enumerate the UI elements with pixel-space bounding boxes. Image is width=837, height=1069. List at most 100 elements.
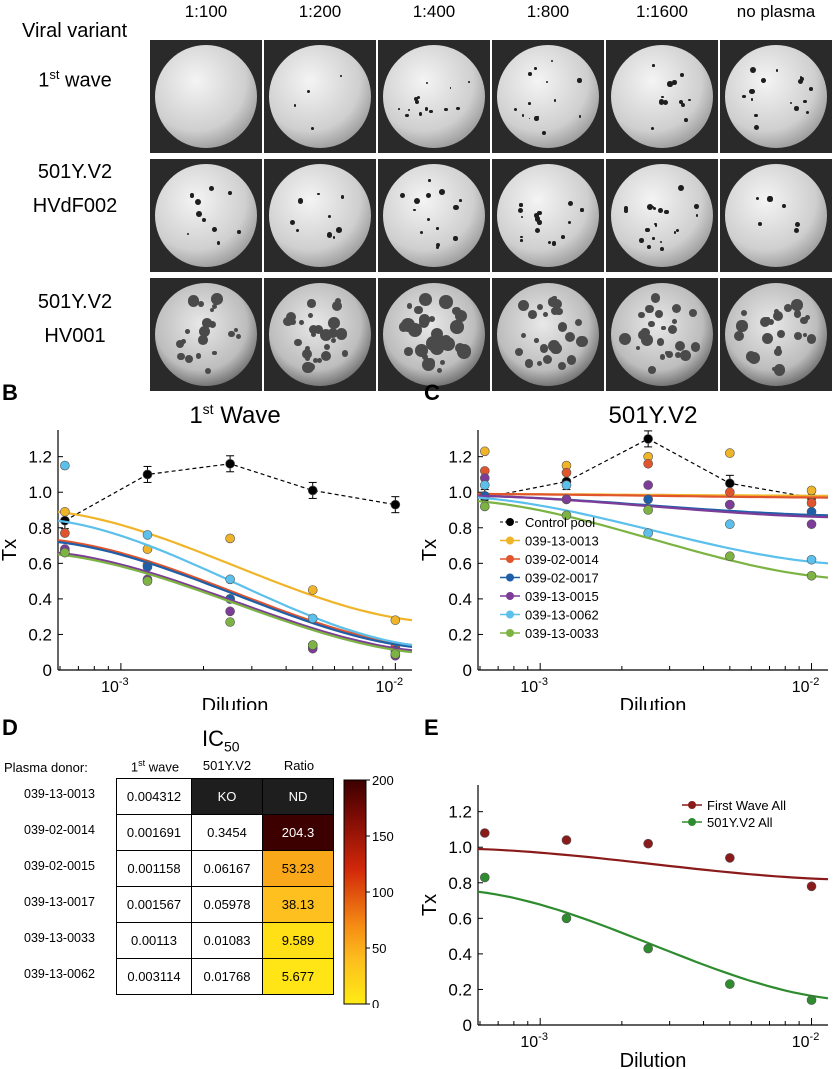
x-tick-base: 10 [792, 679, 810, 696]
plaque-well-image [150, 159, 262, 272]
donor-label: 039-02-0014 [24, 823, 95, 837]
table-cell: 0.01768 [191, 958, 263, 995]
x-tick-base: 10 [101, 679, 119, 696]
ic50-title: IC50 [202, 726, 240, 754]
chart-b-first-wave: 00.20.40.60.81.01.210-3 10-2DilutionTx1st… [0, 401, 413, 710]
x-tick-base: 10 [520, 679, 538, 696]
panel-label-e: E [424, 715, 439, 740]
data-point [806, 498, 817, 508]
variant-label-text: HV001 [44, 325, 106, 347]
variant-label-text: 501Y.V2 [37, 161, 113, 183]
plaque-well-image [720, 278, 832, 391]
data-point [725, 551, 735, 562]
table-cell: 0.001567 [116, 886, 192, 923]
data-point [479, 446, 490, 457]
plasma-donor-header: Plasma donor: [4, 760, 88, 775]
legend-label: 039-13-0033 [525, 626, 599, 641]
plaque-well-image [378, 40, 490, 153]
data-point [225, 606, 235, 617]
plaque-well-image [720, 40, 832, 153]
donor-label: 039-13-0017 [24, 895, 95, 909]
column-header-text: Ratio [283, 758, 315, 773]
plaque-well-image [150, 40, 262, 153]
data-point [479, 480, 490, 490]
x-tick-label: 10-3 [101, 676, 129, 696]
data-point [806, 995, 817, 1005]
data-point [725, 448, 735, 458]
fit-curve [477, 847, 829, 881]
dilution-header: 1:800 [526, 2, 570, 21]
x-tick-exponent: -3 [538, 676, 548, 688]
y-axis-label: Tx [420, 894, 441, 916]
y-tick-label: 1.0 [448, 838, 472, 857]
table-cell: 0.01083 [191, 922, 263, 959]
data-point [60, 460, 70, 471]
dilution-header: no plasma [736, 2, 816, 21]
plaque-well-image [264, 40, 376, 153]
fit-curve [478, 492, 829, 499]
x-axis-label: Dilution [202, 695, 269, 710]
plaque-well-image [264, 278, 376, 391]
donor-label: 039-02-0015 [24, 859, 95, 873]
dilution-header: 1:1600 [636, 2, 688, 21]
table-cell: KO [191, 778, 263, 815]
colorbar-tick-label: 100 [372, 885, 394, 900]
table-cell: 0.3454 [191, 814, 263, 851]
ic50-column-header: Ratio [262, 758, 336, 773]
fit-curve [477, 500, 829, 579]
data-point [643, 480, 653, 490]
y-tick-label: 0 [463, 1016, 472, 1035]
data-point [643, 434, 653, 444]
data-point [225, 574, 235, 585]
y-tick-label: 0.4 [28, 590, 52, 609]
y-tick-label: 0.6 [28, 554, 52, 573]
x-tick-exponent: -2 [810, 1031, 820, 1043]
column-header-sup: st [138, 758, 146, 768]
y-tick-label: 0.2 [448, 625, 472, 644]
data-point [561, 494, 572, 505]
variant-label-text: HVdF002 [32, 195, 118, 217]
panel-label-b: B [2, 380, 18, 405]
data-point [225, 458, 235, 469]
variant-label-text: 1 [38, 69, 50, 92]
chart-title-text: Wave [214, 402, 281, 429]
fit-curve [57, 510, 413, 622]
control-line [64, 463, 396, 522]
x-tick-exponent: -3 [538, 1031, 548, 1043]
legend-label: 039-13-0062 [525, 608, 599, 623]
dilution-header: 1:400 [412, 2, 456, 21]
data-point [307, 585, 318, 595]
table-cell: 5.677 [262, 958, 334, 995]
chart-title: 501Y.V2 [609, 402, 698, 429]
y-tick-label: 1.0 [448, 483, 472, 502]
data-point [806, 881, 817, 892]
ic50-column-header: 1st wave [118, 758, 192, 774]
table-cell: 0.05978 [191, 886, 263, 923]
data-point [561, 510, 572, 521]
legend-marker [506, 610, 514, 619]
data-point [307, 485, 318, 496]
x-axis-label: Dilution [620, 695, 687, 710]
legend-marker [506, 629, 514, 637]
panel-label-d: D [2, 715, 18, 740]
data-point [142, 469, 153, 480]
fit-curve [57, 519, 413, 647]
legend-marker [506, 555, 514, 563]
legend-label: 039-02-0017 [525, 571, 599, 586]
plaque-well-image [378, 278, 490, 391]
data-point [60, 506, 70, 517]
data-point [561, 467, 572, 478]
data-point [561, 835, 572, 845]
table-cell: 0.06167 [191, 850, 263, 887]
y-tick-label: 0.4 [448, 945, 472, 964]
y-tick-label: 0 [463, 661, 472, 680]
legend-marker [506, 592, 514, 600]
y-tick-label: 1.2 [448, 448, 472, 467]
chart-e-pooled: 00.20.40.60.81.01.210-3 10-2DilutionTxFir… [420, 785, 829, 1069]
plaque-well-image [264, 159, 376, 272]
x-tick-label: 10-3 [520, 676, 548, 696]
data-point [390, 499, 401, 510]
x-tick-exponent: -2 [810, 676, 820, 688]
fit-curve [57, 539, 413, 647]
data-point [725, 979, 735, 989]
